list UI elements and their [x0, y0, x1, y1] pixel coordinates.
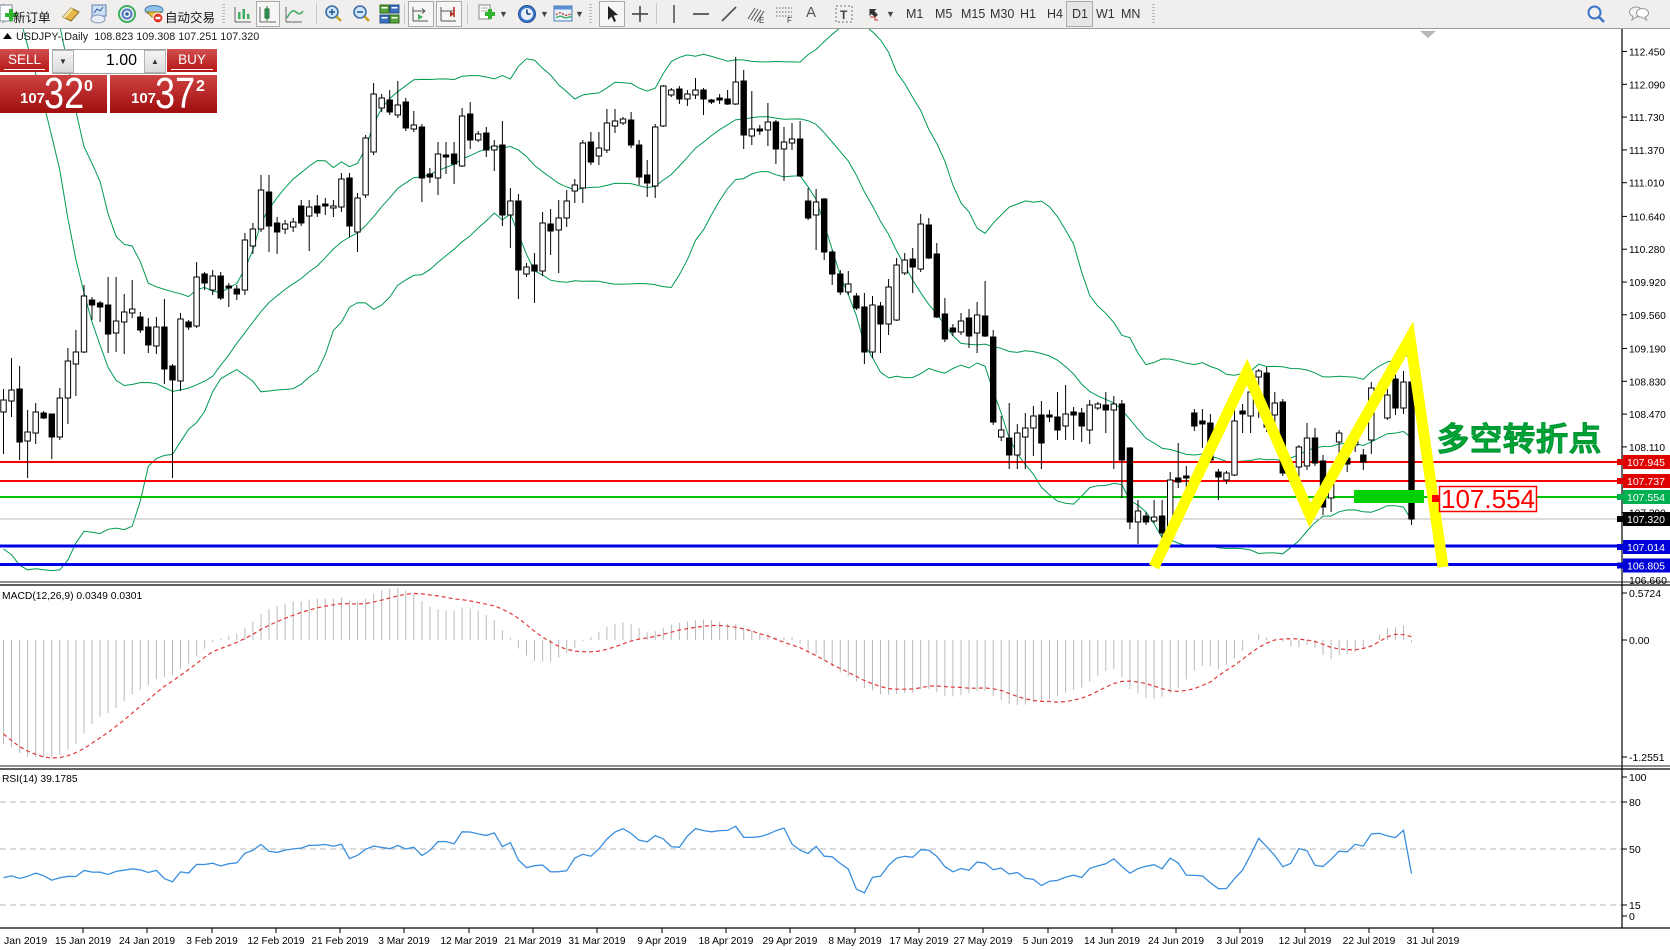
svg-text:8 May 2019: 8 May 2019 — [828, 936, 882, 947]
svg-text:109.560: 109.560 — [1629, 311, 1666, 322]
svg-text:15: 15 — [1629, 900, 1641, 912]
svg-text:5 Jun 2019: 5 Jun 2019 — [1023, 936, 1074, 947]
svg-text:111.010: 111.010 — [1629, 179, 1665, 190]
svg-text:MACD(12,26,9) 0.0349 0.0301: MACD(12,26,9) 0.0349 0.0301 — [2, 591, 143, 602]
svg-text:111.370: 111.370 — [1629, 146, 1665, 157]
svg-text:109.190: 109.190 — [1629, 345, 1666, 356]
svg-text:12 Jul 2019: 12 Jul 2019 — [1279, 936, 1332, 947]
svg-text:80: 80 — [1629, 797, 1641, 809]
svg-text:17 May 2019: 17 May 2019 — [890, 936, 949, 947]
svg-text:100: 100 — [1629, 772, 1647, 784]
svg-text:24 Jun 2019: 24 Jun 2019 — [1148, 936, 1204, 947]
svg-text:14 Jun 2019: 14 Jun 2019 — [1084, 936, 1140, 947]
svg-text:E: E — [759, 16, 764, 25]
svg-text:29 Apr 2019: 29 Apr 2019 — [763, 936, 818, 947]
svg-text:112.090: 112.090 — [1629, 80, 1665, 91]
svg-text:109.920: 109.920 — [1629, 278, 1666, 289]
svg-text:18 Apr 2019: 18 Apr 2019 — [699, 936, 754, 947]
svg-text:107.554: 107.554 — [1627, 492, 1665, 504]
svg-text:107.320: 107.320 — [1627, 514, 1665, 526]
svg-text:21 Mar 2019: 21 Mar 2019 — [504, 936, 562, 947]
svg-text:24 Jan 2019: 24 Jan 2019 — [119, 936, 175, 947]
svg-text:108.110: 108.110 — [1629, 443, 1665, 454]
svg-text:0.5724: 0.5724 — [1629, 588, 1661, 600]
svg-text:106.660: 106.660 — [1629, 575, 1667, 587]
svg-text:107.737: 107.737 — [1627, 476, 1665, 488]
svg-text:111.730: 111.730 — [1629, 113, 1665, 124]
svg-text:3 Feb 2019: 3 Feb 2019 — [186, 936, 238, 947]
svg-text:27 May 2019: 27 May 2019 — [954, 936, 1013, 947]
svg-text:RSI(14) 39.1785: RSI(14) 39.1785 — [2, 774, 78, 785]
svg-text:0: 0 — [1629, 911, 1635, 923]
svg-text:31 Jul 2019: 31 Jul 2019 — [1407, 936, 1460, 947]
svg-text:3 Jul 2019: 3 Jul 2019 — [1216, 936, 1263, 947]
svg-text:108.470: 108.470 — [1629, 410, 1666, 421]
svg-text:9 Apr 2019: 9 Apr 2019 — [637, 936, 687, 947]
svg-text:31 Mar 2019: 31 Mar 2019 — [568, 936, 626, 947]
svg-text:107.554: 107.554 — [1441, 484, 1535, 514]
svg-text:110.280: 110.280 — [1629, 245, 1665, 256]
svg-text:21 Feb 2019: 21 Feb 2019 — [311, 936, 369, 947]
svg-text:F: F — [787, 16, 792, 25]
svg-text:22 Jul 2019: 22 Jul 2019 — [1343, 936, 1396, 947]
svg-text:108.830: 108.830 — [1629, 377, 1666, 388]
svg-text:106.805: 106.805 — [1627, 561, 1665, 573]
svg-text:12 Feb 2019: 12 Feb 2019 — [247, 936, 305, 947]
svg-text:多空转折点: 多空转折点 — [1437, 421, 1602, 457]
svg-text:15 Jan 2019: 15 Jan 2019 — [55, 936, 111, 947]
svg-text:107.945: 107.945 — [1627, 457, 1665, 469]
svg-text:110.640: 110.640 — [1629, 212, 1665, 223]
svg-text:Jan 2019: Jan 2019 — [4, 935, 47, 947]
svg-text:12 Mar 2019: 12 Mar 2019 — [440, 936, 498, 947]
svg-text:107.014: 107.014 — [1627, 542, 1665, 554]
svg-text:T: T — [840, 8, 848, 22]
svg-text:USDJPY-,Daily 108.823 109.308: USDJPY-,Daily 108.823 109.308 107.251 10… — [16, 31, 259, 43]
svg-text:-1.2551: -1.2551 — [1629, 752, 1665, 764]
svg-text:50: 50 — [1629, 844, 1641, 856]
svg-text:3 Mar 2019: 3 Mar 2019 — [378, 936, 430, 947]
svg-text:0.00: 0.00 — [1629, 635, 1650, 647]
svg-text:112.450: 112.450 — [1629, 48, 1665, 59]
